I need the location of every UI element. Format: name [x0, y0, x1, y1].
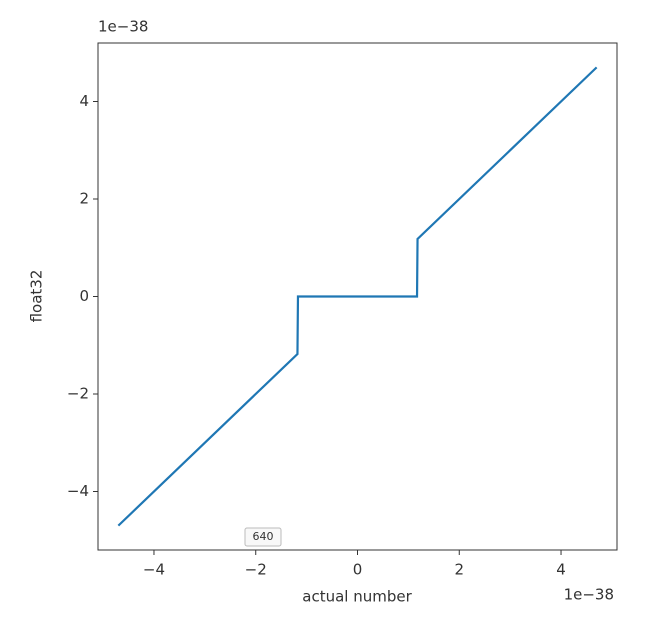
x-tick-label: 2 — [454, 561, 464, 579]
tooltip-box — [244, 527, 282, 547]
line — [117, 66, 598, 527]
y-tick-label: 4 — [79, 92, 89, 110]
x-tick-label: 0 — [353, 561, 363, 579]
y-axis-label: float32 — [28, 270, 46, 323]
x-tick-label: 4 — [556, 561, 566, 579]
x-offset-text: 1e−38 — [564, 586, 614, 604]
y-tick-label: −4 — [67, 482, 89, 500]
tooltip-text: 640 — [253, 530, 274, 543]
tooltip: 640 — [244, 527, 282, 547]
y-offset-text: 1e−38 — [98, 18, 148, 36]
y-tick-label: 2 — [79, 190, 89, 208]
x-tick-label: −4 — [143, 561, 165, 579]
x-axis-label: actual number — [302, 588, 412, 606]
y-tick-label: −2 — [67, 385, 89, 403]
x-tick-label: −2 — [245, 561, 267, 579]
y-tick-label: 0 — [79, 287, 89, 305]
